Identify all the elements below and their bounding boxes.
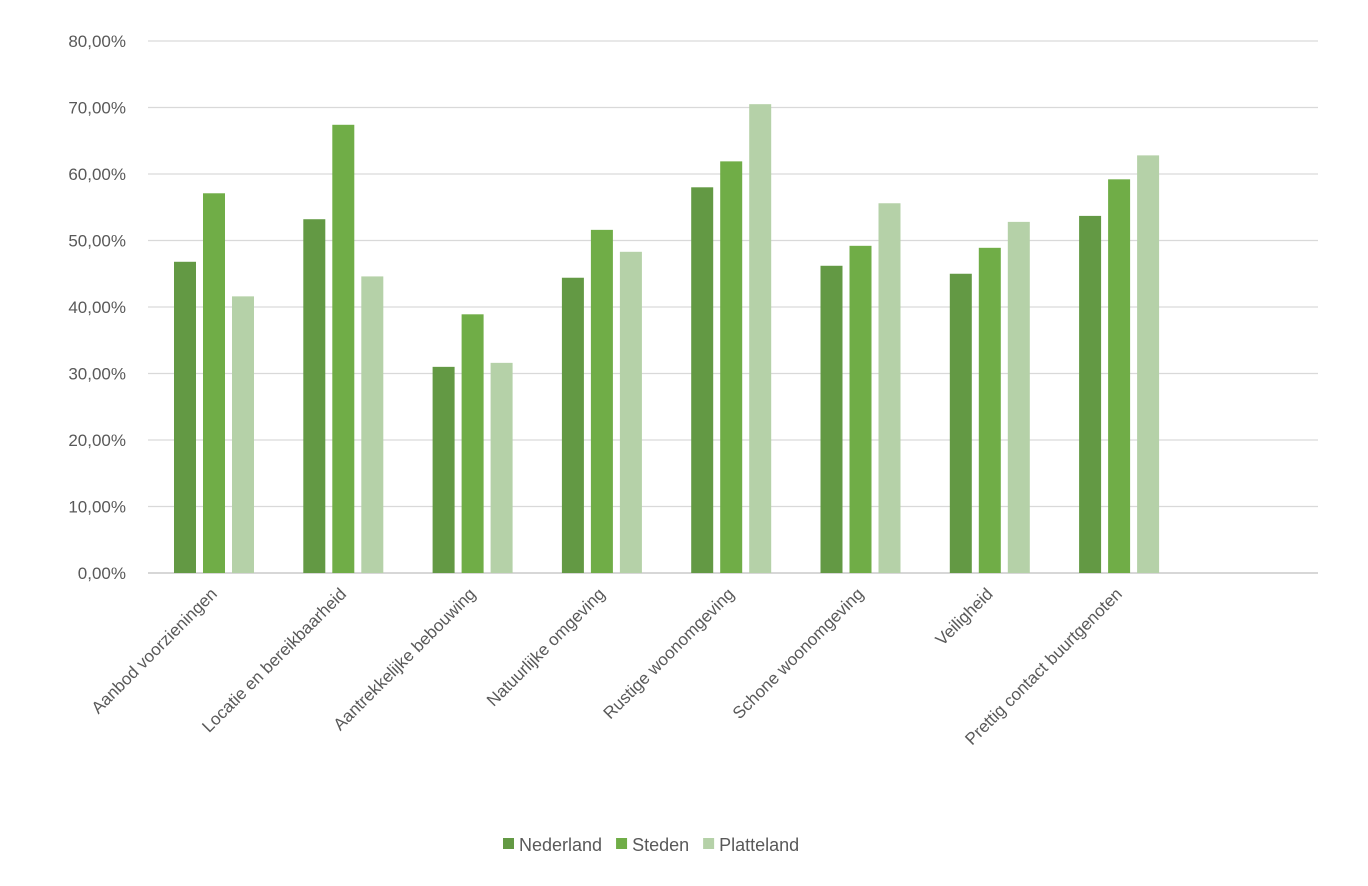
x-category-label: Aanbod voorzieningen — [88, 584, 221, 717]
y-tick-label: 70,00% — [68, 99, 126, 118]
y-tick-label: 0,00% — [78, 564, 126, 583]
bar-nederland-3 — [432, 366, 455, 573]
bar-platteland-5 — [749, 104, 772, 574]
x-category-label: Prettig contact buurtgenoten — [961, 584, 1125, 748]
bar-nederland-8 — [1079, 215, 1102, 573]
bar-steden-4 — [590, 229, 613, 574]
legend-label-steden: Steden — [632, 835, 689, 855]
bar-platteland-8 — [1137, 155, 1160, 573]
bar-steden-1 — [203, 193, 225, 573]
y-tick-label: 50,00% — [68, 232, 126, 251]
legend-swatch-platteland — [703, 838, 715, 849]
bar-nederland-1 — [174, 261, 196, 573]
legend-label-platteland: Platteland — [719, 835, 799, 855]
bar-steden-3 — [461, 314, 484, 573]
y-tick-label: 40,00% — [68, 298, 126, 317]
bar-nederland-7 — [949, 273, 972, 573]
bar-nederland-4 — [561, 277, 584, 573]
y-tick-label: 10,00% — [68, 498, 126, 517]
bar-nederland-6 — [820, 265, 843, 573]
bar-nederland-5 — [691, 187, 714, 574]
y-tick-label: 20,00% — [68, 431, 126, 450]
legend-swatch-nederland — [503, 838, 514, 849]
x-category-label: Locatie en bereikbaarheid — [198, 584, 350, 736]
bar-platteland-3 — [490, 362, 513, 573]
y-tick-label: 80,00% — [68, 32, 126, 51]
x-category-label: Natuurlijke omgeving — [483, 584, 609, 710]
y-tick-label: 60,00% — [68, 165, 126, 184]
bar-platteland-7 — [1007, 221, 1030, 573]
bar-nederland-2 — [303, 219, 326, 573]
bar-platteland-4 — [619, 251, 642, 573]
bar-platteland-2 — [361, 276, 384, 573]
bar-steden-2 — [332, 124, 355, 573]
bar-platteland-1 — [232, 296, 254, 573]
x-category-label: Aantrekkelijke bebouwing — [330, 584, 480, 734]
y-axis-ticks: 0,00% 10,00% 20,00% 30,00% 40,00% 50,00% 60,00… — [68, 32, 126, 583]
bar-steden-5 — [720, 161, 743, 574]
bars-layer — [174, 104, 1160, 574]
bar-steden-6 — [849, 245, 872, 573]
legend-swatch-steden — [616, 838, 628, 849]
legend-label-nederland: Nederland — [519, 835, 602, 855]
x-category-label: Rustige woonomgeving — [600, 584, 738, 722]
bar-steden-8 — [1108, 179, 1131, 573]
y-tick-label: 30,00% — [68, 365, 126, 384]
x-category-label: Veiligheid — [932, 584, 997, 649]
legend: Nederland Steden Platteland — [503, 835, 799, 855]
x-category-label: Schone woonomgeving — [729, 584, 867, 722]
bar-steden-7 — [978, 247, 1001, 573]
bar-platteland-6 — [878, 203, 901, 573]
